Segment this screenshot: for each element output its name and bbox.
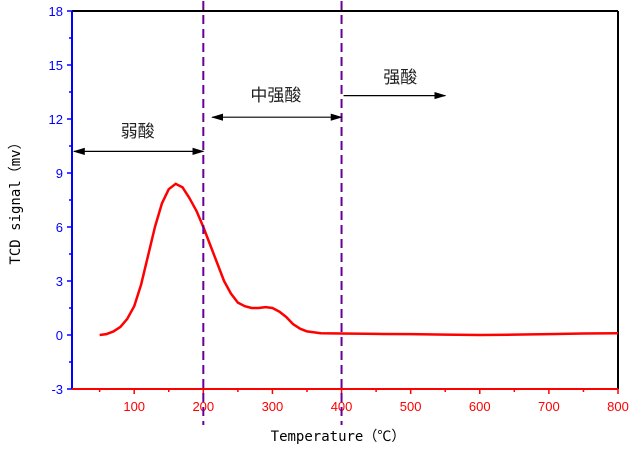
y-tick-label: 12 bbox=[49, 112, 63, 127]
y-tick-label: 15 bbox=[49, 58, 63, 73]
y-tick-label: 18 bbox=[49, 4, 63, 19]
y-tick-label: 6 bbox=[56, 220, 63, 235]
x-tick-label: 200 bbox=[192, 399, 214, 414]
range-label: 弱酸 bbox=[121, 122, 155, 142]
x-tick-label: 500 bbox=[400, 399, 422, 414]
y-axis-label: TCD signal（mv） bbox=[8, 135, 24, 264]
y-tick-label: 3 bbox=[56, 274, 63, 289]
x-tick-label: 800 bbox=[607, 399, 629, 414]
x-tick-label: 400 bbox=[331, 399, 353, 414]
x-tick-label: 700 bbox=[538, 399, 560, 414]
signal-line bbox=[99, 182, 619, 337]
x-tick-label: 300 bbox=[262, 399, 284, 414]
range-label: 强酸 bbox=[383, 68, 417, 88]
x-tick-label: 100 bbox=[123, 399, 145, 414]
range-label: 中强酸 bbox=[250, 86, 301, 106]
y-tick-label: 0 bbox=[56, 328, 63, 343]
y-tick-label: -3 bbox=[51, 382, 63, 397]
x-axis-label: Temperature（℃） bbox=[271, 429, 406, 445]
x-tick-label: 600 bbox=[469, 399, 491, 414]
y-tick-label: 9 bbox=[56, 166, 63, 181]
